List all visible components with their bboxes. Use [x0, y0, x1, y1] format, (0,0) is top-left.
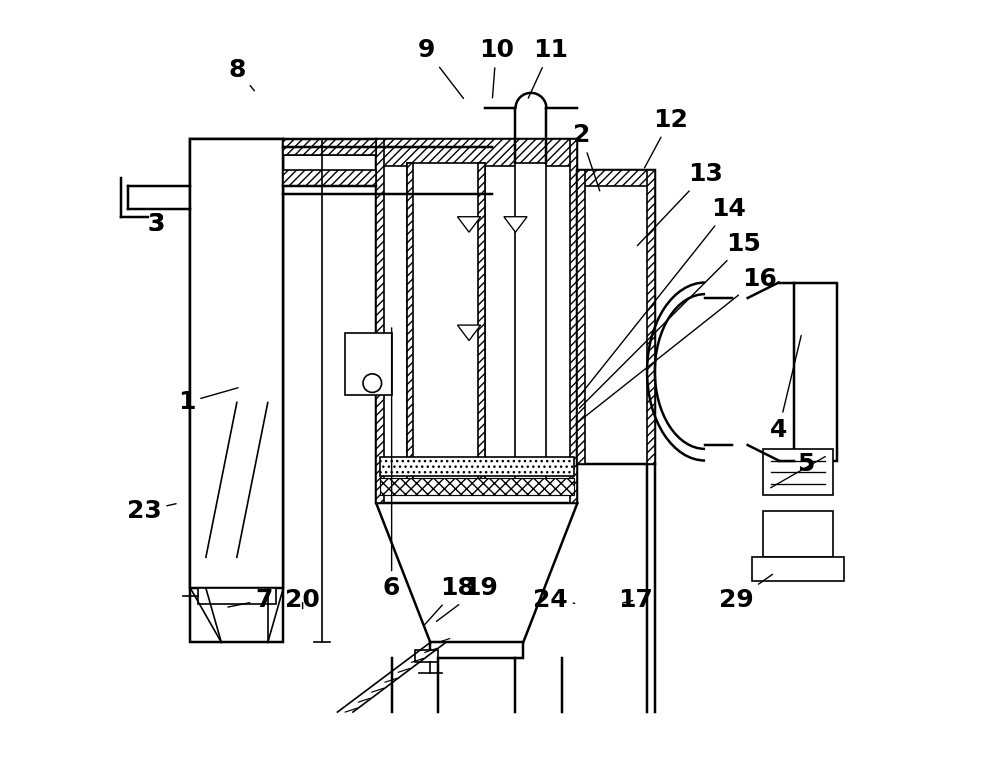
- Text: 20: 20: [285, 587, 320, 612]
- Bar: [577, 170, 585, 464]
- Bar: [190, 139, 283, 642]
- Text: 2: 2: [573, 123, 600, 191]
- Text: 9: 9: [418, 38, 463, 98]
- Bar: [190, 139, 283, 155]
- Bar: [415, 650, 438, 662]
- Bar: [190, 139, 492, 155]
- Polygon shape: [457, 325, 481, 341]
- Bar: [283, 170, 376, 186]
- Bar: [198, 588, 276, 604]
- Bar: [763, 449, 833, 495]
- Text: 15: 15: [579, 231, 761, 408]
- Bar: [794, 283, 837, 461]
- Text: 19: 19: [436, 576, 498, 622]
- Text: 6: 6: [383, 328, 400, 601]
- Text: 7: 7: [228, 587, 273, 612]
- Bar: [380, 457, 574, 476]
- Text: 13: 13: [637, 162, 723, 245]
- Bar: [478, 163, 485, 488]
- Text: 11: 11: [528, 38, 568, 98]
- Text: 4: 4: [770, 335, 801, 442]
- Bar: [570, 139, 577, 503]
- Bar: [430, 642, 523, 658]
- Bar: [376, 139, 577, 503]
- Text: 23: 23: [127, 498, 176, 523]
- Text: 29: 29: [719, 574, 772, 612]
- Text: 12: 12: [645, 108, 688, 168]
- Bar: [647, 170, 655, 464]
- Text: 17: 17: [618, 587, 653, 612]
- Polygon shape: [504, 217, 527, 232]
- Bar: [376, 139, 384, 503]
- Bar: [752, 557, 844, 580]
- Text: 10: 10: [479, 38, 514, 98]
- Bar: [577, 170, 655, 186]
- Bar: [407, 163, 485, 488]
- Bar: [376, 139, 577, 166]
- Bar: [283, 139, 376, 155]
- Text: 24: 24: [533, 587, 575, 612]
- Text: 8: 8: [228, 57, 254, 91]
- Bar: [763, 511, 833, 557]
- Polygon shape: [457, 217, 481, 232]
- Text: 3: 3: [147, 212, 164, 237]
- Bar: [515, 163, 546, 488]
- Bar: [407, 163, 413, 488]
- Text: 18: 18: [424, 576, 475, 625]
- Bar: [345, 333, 392, 395]
- Text: 5: 5: [797, 452, 814, 477]
- Text: 14: 14: [579, 197, 746, 396]
- Bar: [577, 170, 655, 464]
- Text: 16: 16: [576, 266, 777, 424]
- Text: 3: 3: [147, 212, 164, 237]
- Bar: [190, 139, 283, 588]
- Bar: [380, 478, 574, 495]
- Text: 1: 1: [178, 388, 238, 415]
